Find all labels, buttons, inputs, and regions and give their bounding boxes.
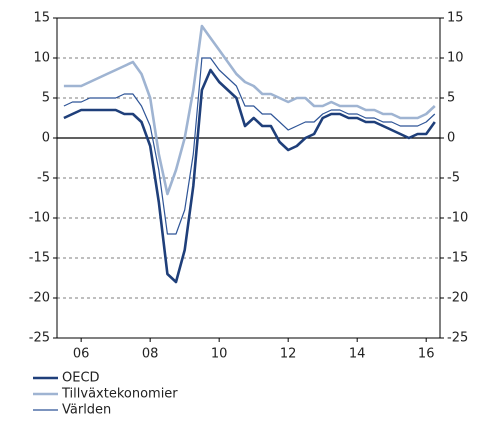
y2-tick-label: 10: [447, 51, 464, 66]
x-tick-label: 06: [73, 347, 90, 362]
y-tick-label: 0: [42, 131, 50, 146]
series-line: [63, 68, 436, 284]
y2-tick-label: 5: [447, 91, 455, 106]
y-tick-label: 5: [42, 91, 50, 106]
y-tick-label: -20: [29, 291, 50, 306]
x-tick-label: 14: [349, 347, 366, 362]
y2-tick-label: 0: [447, 131, 455, 146]
y2-tick-label: -10: [447, 211, 468, 226]
plot-frame: [56, 17, 441, 339]
y-tick-label: -10: [29, 211, 50, 226]
x-tick-label: 08: [142, 347, 159, 362]
y2-tick-label: -5: [447, 171, 460, 186]
x-tick-label: 16: [418, 347, 435, 362]
legend-label: Världen: [62, 403, 111, 418]
y2-tick-label: -20: [447, 291, 468, 306]
series-line: [63, 24, 436, 196]
legend-label: OECD: [62, 371, 100, 386]
y-tick-label: -25: [29, 331, 50, 346]
legend-label: Tillväxtekonomier: [61, 387, 178, 402]
x-tick-label: 12: [280, 347, 297, 362]
y-tick-label: -15: [29, 251, 50, 266]
x-tick-label: 10: [211, 347, 228, 362]
y2-tick-label: -25: [447, 331, 468, 346]
series-line: [63, 57, 436, 235]
y2-tick-label: 15: [447, 11, 464, 26]
y2-tick-label: -15: [447, 251, 468, 266]
y-tick-label: 10: [33, 51, 50, 66]
y-tick-label: 15: [33, 11, 50, 26]
y-tick-label: -5: [37, 171, 50, 186]
